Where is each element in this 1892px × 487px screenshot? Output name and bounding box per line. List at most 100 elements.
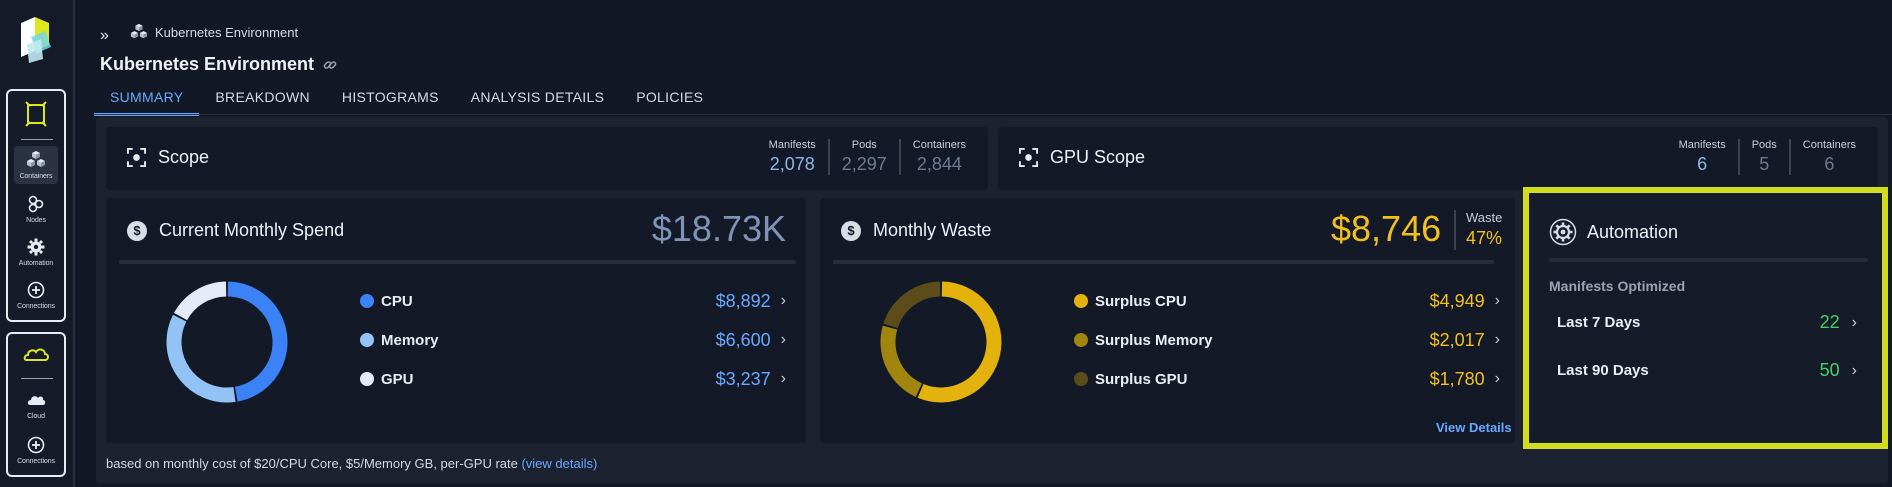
waste-slice-surplus-cpu[interactable]	[917, 281, 1002, 403]
legend-label: Surplus Memory	[1095, 331, 1213, 349]
page-title-row: Kubernetes Environment	[100, 54, 337, 75]
tab-policies[interactable]: POLICIES	[636, 89, 704, 105]
stat-pods[interactable]: Pods 2,297	[827, 139, 899, 175]
scope-card: Scope Manifests 2,078 Pods 2,297 Contain…	[106, 127, 988, 190]
cloud-icon	[27, 396, 46, 405]
monthly-waste-card: $ Monthly Waste $8,746 Waste 47% Surplus…	[820, 198, 1515, 443]
stat-pods[interactable]: Pods 5	[1737, 139, 1789, 175]
legend-dot	[1074, 333, 1088, 347]
monthly-waste-title: Monthly Waste	[873, 220, 992, 240]
view-details-link[interactable]: View Details	[1436, 420, 1512, 435]
nav-item-automation[interactable]: Automation	[14, 233, 58, 271]
stat-containers[interactable]: Containers 6	[1788, 139, 1868, 175]
tab-breakdown[interactable]: BREAKDOWN	[215, 89, 310, 105]
spend-slice-memory[interactable]	[166, 314, 236, 403]
stat-manifests[interactable]: Manifests 6	[1667, 139, 1738, 175]
link-icon[interactable]	[323, 58, 337, 72]
stat-containers[interactable]: Containers 2,844	[898, 139, 978, 175]
stat-label: Pods	[1751, 139, 1777, 151]
kubernetes-frame-icon[interactable]	[21, 99, 51, 129]
stat-label: Containers	[1802, 139, 1856, 151]
spend-slice-cpu[interactable]	[227, 281, 288, 402]
card-divider	[1549, 258, 1868, 262]
automation-row-7-days[interactable]: Last 7 Days 22 ›	[1557, 312, 1857, 333]
spend-row-gpu[interactable]: GPU $3,237 ›	[360, 368, 786, 390]
nav-item-cloud-connections[interactable]: Connections	[14, 431, 58, 469]
stat-value: 2,844	[916, 154, 962, 174]
automation-row-90-days[interactable]: Last 90 Days 50 ›	[1557, 360, 1857, 381]
nodes-icon	[28, 195, 44, 213]
dollar-icon: $	[127, 220, 147, 241]
nav-label: Nodes	[26, 217, 46, 224]
stat-value: 6	[1824, 154, 1835, 174]
automation-row-label: Last 90 Days	[1557, 362, 1649, 379]
waste-slice-surplus-memory[interactable]	[880, 325, 923, 397]
legend-value: $1,780	[1429, 368, 1485, 389]
gear-icon	[27, 238, 45, 256]
left-nav-rail: Containers Nodes Automation	[0, 0, 75, 487]
nav-item-connections[interactable]: Connections	[14, 276, 58, 314]
automation-row-value: 22	[1819, 312, 1840, 332]
nav-group-cloud: Cloud Connections	[6, 332, 66, 477]
gear-icon	[1549, 218, 1577, 246]
chevron-right-icon: ›	[1851, 361, 1857, 379]
expand-sidebar-icon[interactable]: »	[100, 27, 109, 44]
stat-value: 2,297	[841, 154, 887, 174]
legend-dot	[360, 372, 374, 386]
nav-label: Automation	[18, 260, 54, 267]
chevron-right-icon: ›	[1851, 313, 1857, 331]
spend-row-memory[interactable]: Memory $6,600 ›	[360, 329, 786, 351]
add-circle-icon	[27, 281, 45, 299]
tab-summary[interactable]: SUMMARY	[94, 84, 200, 116]
add-circle-icon	[27, 436, 45, 454]
monthly-waste-header: $ Monthly Waste	[841, 220, 991, 241]
waste-slice-surplus-gpu[interactable]	[883, 281, 941, 329]
stat-manifests[interactable]: Manifests 2,078	[757, 139, 828, 175]
nav-item-containers[interactable]: Containers	[14, 146, 58, 184]
gpu-scope-stats: Manifests 6 Pods 5 Containers 6	[1667, 139, 1868, 175]
legend-label: CPU	[381, 292, 413, 310]
breadcrumb-label[interactable]: Kubernetes Environment	[155, 24, 299, 40]
chevron-right-icon: ›	[1494, 331, 1500, 348]
legend-dot	[360, 294, 374, 308]
legend-label: GPU	[381, 370, 414, 388]
stat-label: Containers	[912, 139, 966, 151]
page-title: Kubernetes Environment	[100, 54, 315, 74]
chevron-right-icon: ›	[780, 292, 786, 309]
tab-histograms[interactable]: HISTOGRAMS	[341, 89, 439, 105]
spend-row-cpu[interactable]: CPU $8,892 ›	[360, 290, 786, 312]
stat-label: Pods	[851, 139, 877, 151]
nav-label: Connections	[17, 303, 55, 310]
monthly-spend-title: Current Monthly Spend	[159, 220, 345, 240]
legend-label: Surplus GPU	[1095, 370, 1188, 388]
automation-row-value: 50	[1819, 360, 1840, 380]
card-divider	[119, 260, 796, 264]
nav-label: Containers	[19, 173, 53, 180]
nav-item-nodes[interactable]: Nodes	[14, 190, 58, 228]
monthly-waste-donut[interactable]	[878, 279, 1004, 405]
tab-analysis-details[interactable]: ANALYSIS DETAILS	[470, 89, 605, 105]
monthly-spend-donut[interactable]	[164, 279, 290, 405]
chevron-right-icon: ›	[780, 370, 786, 387]
monthly-spend-total: $18.73K	[651, 208, 786, 249]
monthly-waste-total: $8,746	[1331, 208, 1442, 249]
scope-title-label: Scope	[158, 147, 210, 167]
waste-row-cpu[interactable]: Surplus CPU $4,949 ›	[1074, 290, 1500, 312]
app-logo-icon[interactable]	[19, 17, 53, 63]
waste-row-gpu[interactable]: Surplus GPU $1,780 ›	[1074, 368, 1500, 390]
legend-dot	[1074, 372, 1088, 386]
breadcrumb: Kubernetes Environment	[130, 23, 298, 41]
automation-row-label: Last 7 Days	[1557, 314, 1641, 331]
cloud-logo-icon[interactable]	[21, 340, 51, 370]
waste-percent: 47%	[1466, 228, 1503, 248]
spend-slice-gpu[interactable]	[173, 281, 227, 321]
nav-group-kubernetes: Containers Nodes Automation	[6, 89, 66, 322]
stat-label: Manifests	[768, 139, 816, 151]
legend-value: $3,237	[715, 368, 771, 389]
nav-label: Cloud	[27, 413, 45, 420]
nav-item-cloud[interactable]: Cloud	[14, 386, 58, 424]
footnote-view-details-link[interactable]: (view details)	[521, 456, 598, 471]
waste-row-memory[interactable]: Surplus Memory $2,017 ›	[1074, 329, 1500, 351]
gpu-scope-title: GPU Scope	[1019, 147, 1145, 168]
automation-card: Automation Manifests Optimized Last 7 Da…	[1523, 187, 1888, 449]
